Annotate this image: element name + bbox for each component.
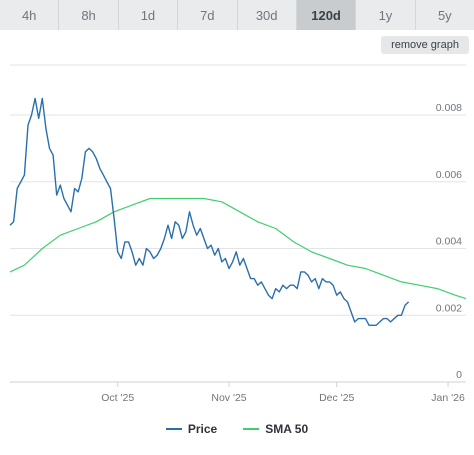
chart-series	[9, 97, 467, 326]
tab-30d[interactable]: 30d	[237, 0, 297, 30]
tab-8h[interactable]: 8h	[59, 0, 119, 30]
legend-label-sma: SMA 50	[265, 422, 309, 436]
legend-swatch-price	[165, 428, 182, 430]
tab-5y[interactable]: 5y	[415, 0, 474, 30]
legend-item-sma[interactable]: SMA 50	[243, 422, 308, 436]
tab-4h[interactable]: 4h	[0, 0, 60, 30]
tab-7d[interactable]: 7d	[178, 0, 238, 30]
price-line	[9, 97, 410, 326]
y-tick-label: 0	[456, 369, 462, 381]
x-tick-label: Nov '25	[211, 392, 246, 404]
y-tick-label: 0.004	[436, 236, 462, 248]
y-tick-label: 0.008	[436, 102, 462, 114]
tab-120d[interactable]: 120d	[296, 0, 357, 30]
y-tick-label: 0.006	[436, 169, 462, 181]
tab-1d[interactable]: 1d	[118, 0, 179, 30]
legend-swatch-sma	[243, 428, 260, 430]
chart-axes: 0 0.002 0.004 0.006 0.008 Oct '25 Nov '25 Dec '…	[101, 102, 465, 404]
legend-label-price: Price	[187, 422, 218, 436]
sma-50-line	[9, 197, 467, 300]
chart-grid	[10, 64, 466, 383]
x-tick-label: Jan '26	[431, 392, 465, 404]
timeframe-tabs: 4h 8h 1d 7d 30d 120d 1y 5y	[0, 0, 474, 30]
x-tick-label: Dec '25	[319, 392, 354, 404]
remove-graph-button[interactable]: remove graph	[381, 36, 469, 54]
legend-item-price[interactable]: Price	[165, 422, 218, 436]
chart-legend: Price SMA 50	[0, 419, 474, 439]
tab-1y[interactable]: 1y	[356, 0, 416, 30]
y-tick-label: 0.002	[436, 302, 462, 314]
x-tick-label: Oct '25	[101, 392, 134, 404]
